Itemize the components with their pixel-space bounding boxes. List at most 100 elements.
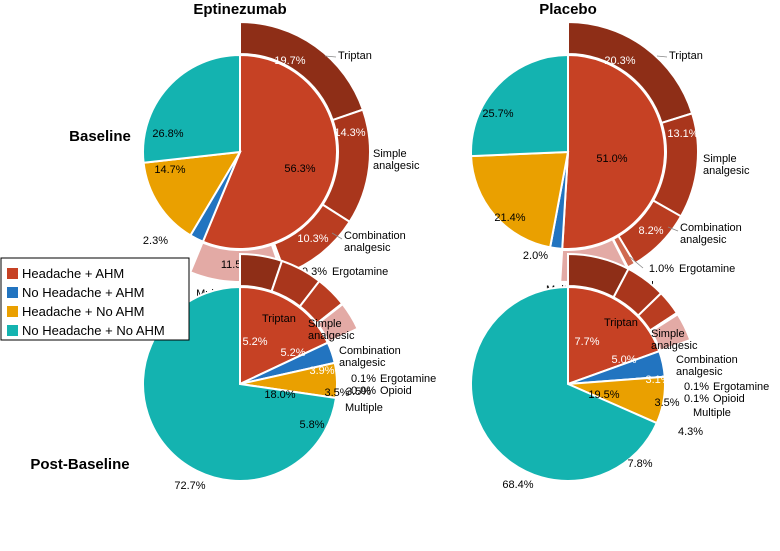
- category-label-simple-analgesic-line: Simple: [703, 153, 737, 165]
- leader-line-triptan: [656, 55, 668, 58]
- value-label-no-headache-ahm: 3.5%: [346, 386, 371, 398]
- leader-line-ergotamine: [629, 256, 644, 269]
- category-label-triptan: Triptan: [262, 313, 296, 325]
- value-label-combination-analgesic-line: 8.2%: [638, 225, 663, 237]
- column-title-eptinezumab: Eptinezumab: [193, 1, 286, 18]
- leader-line-combination-analgesic: [331, 232, 343, 240]
- value-label-opioid-line: 0.1%: [684, 393, 709, 405]
- category-label-combination-analgesic: Combination analgesic: [680, 222, 742, 246]
- category-label-triptan-line: Triptan: [262, 313, 296, 325]
- legend-swatch-headache-ahm: [7, 268, 18, 279]
- value-label-no-headache-no-ahm: 72.7%: [174, 480, 205, 492]
- pie-eptinezumab-baseline: 56.3% 2.3% 14.7% 26.8% 19.7% Triptan 14.3% Simp…: [142, 20, 420, 300]
- value-label-headache-no-ahm-line: 7.8%: [627, 458, 652, 470]
- legend-label-headache-ahm: Headache + AHM: [22, 266, 124, 281]
- slice-no-headache-no-ahm: [470, 53, 569, 158]
- value-label-headache-no-ahm-line: 21.4%: [494, 212, 525, 224]
- slice-headache-ahm: [201, 53, 338, 250]
- category-label-simple-analgesic: Simple analgesic: [703, 153, 750, 177]
- category-label-combination-analgesic-line: analgesic: [676, 366, 723, 378]
- value-label-no-headache-ahm-line: 2.0%: [523, 250, 548, 262]
- value-label-ergotamine: 1.0%: [649, 263, 674, 275]
- value-label-ergotamine: 0.1%: [351, 373, 376, 385]
- value-label-no-headache-ahm: 2.0%: [523, 250, 548, 262]
- value-label-no-headache-no-ahm: 68.4%: [502, 479, 533, 491]
- value-label-simple-analgesic-line: 14.3%: [334, 127, 365, 139]
- category-label-opioid-line: Opioid: [380, 385, 412, 397]
- value-label-headache-ahm: 51.0%: [596, 153, 627, 165]
- value-label-triptan: 20.3%: [604, 55, 635, 67]
- category-label-combination-analgesic: Combination analgesic: [344, 230, 406, 254]
- category-label-combination-analgesic-line: Combination: [676, 354, 738, 366]
- value-label-no-headache-ahm-line: 3.5%: [346, 386, 371, 398]
- slice-headache-no-ahm: [142, 150, 242, 237]
- category-label-ergotamine: Ergotamine: [713, 381, 769, 393]
- category-label-ergotamine-line: Ergotamine: [332, 266, 388, 278]
- value-label-combination-analgesic-line: 10.3%: [297, 233, 328, 245]
- category-label-simple-analgesic: Simple analgesic: [373, 148, 420, 172]
- value-label-opioid: 0.1%: [684, 393, 709, 405]
- legend-swatch-no-headache-ahm: [7, 287, 18, 298]
- value-label-ergotamine: 0.1%: [684, 381, 709, 393]
- value-label-simple-analgesic: 14.3%: [334, 127, 365, 139]
- legend-label-headache-no-ahm: Headache + No AHM: [22, 304, 144, 319]
- value-label-opioid: 0.0%: [351, 385, 376, 397]
- value-label-headache-no-ahm: 21.4%: [494, 212, 525, 224]
- category-label-opioid: Opioid: [380, 385, 412, 397]
- value-label-no-headache-no-ahm-line: 72.7%: [174, 480, 205, 492]
- value-label-combination-analgesic: 10.3%: [297, 233, 328, 245]
- value-label-multiple-line: 3.5%: [324, 387, 349, 399]
- value-label-combination-analgesic: 3.1%: [645, 374, 670, 386]
- value-label-ergotamine-line: 0.1%: [684, 381, 709, 393]
- slice-headache-ahm: [567, 285, 661, 386]
- value-label-simple-analgesic-line: 5.0%: [611, 354, 636, 366]
- category-label-simple-analgesic-line: analgesic: [703, 165, 750, 177]
- category-label-multiple-line: Multiple: [345, 402, 383, 414]
- category-label-multiple: Multiple: [693, 407, 731, 419]
- value-label-triptan-line: 5.2%: [242, 336, 267, 348]
- category-label-combination-analgesic-line: analgesic: [344, 242, 391, 254]
- value-label-ergotamine-line: 0.1%: [351, 373, 376, 385]
- pie-placebo-baseline: 51.0% 2.0% 21.4% 25.7% 20.3% Triptan 13.1% Simp…: [470, 20, 750, 296]
- category-label-opioid-line: Opioid: [713, 393, 745, 405]
- value-label-headache-ahm: 19.5%: [588, 389, 619, 401]
- value-label-triptan-line: 19.7%: [274, 55, 305, 67]
- value-label-simple-analgesic: 13.1%: [667, 128, 698, 140]
- legend-box: [0, 257, 190, 341]
- value-label-triptan-line: 7.7%: [574, 336, 599, 348]
- legend: Headache + AHM No Headache + AHM Headach…: [0, 257, 190, 341]
- row-title-baseline: Baseline: [69, 128, 131, 145]
- category-label-simple-analgesic: Simple analgesic: [308, 318, 355, 342]
- category-label-simple-analgesic-line: analgesic: [308, 330, 355, 342]
- value-label-simple-analgesic: 5.0%: [611, 354, 636, 366]
- value-label-no-headache-no-ahm: 26.8%: [152, 128, 183, 140]
- category-label-ergotamine-line: Ergotamine: [380, 373, 436, 385]
- value-label-multiple-line: 3.5%: [654, 397, 679, 409]
- slice-headache-ahm: [239, 285, 330, 386]
- value-label-no-headache-no-ahm: 25.7%: [482, 108, 513, 120]
- value-label-headache-ahm-line: 56.3%: [284, 163, 315, 175]
- category-label-combination-analgesic-line: analgesic: [680, 234, 727, 246]
- category-label-combination-analgesic-line: Combination: [339, 345, 401, 357]
- value-label-no-headache-no-ahm-line: 25.7%: [482, 108, 513, 120]
- category-label-simple-analgesic-line: analgesic: [651, 340, 698, 352]
- value-label-headache-no-ahm-line: 5.8%: [299, 419, 324, 431]
- ring-slice-multiple: [315, 302, 359, 344]
- slice-no-headache-no-ahm: [470, 285, 659, 482]
- value-label-no-headache-ahm: 2.3%: [143, 235, 168, 247]
- category-label-ergotamine-line: Ergotamine: [713, 381, 769, 393]
- category-label-simple-analgesic-line: analgesic: [373, 160, 420, 172]
- legend-swatch-headache-no-ahm: [7, 306, 18, 317]
- legend-swatch-no-headache-no-ahm: [7, 325, 18, 336]
- row-title-post-baseline: Post-Baseline: [30, 456, 129, 473]
- column-title-placebo: Placebo: [539, 1, 597, 18]
- value-label-opioid-line: 0.0%: [351, 385, 376, 397]
- leader-line-combination-analgesic: [667, 226, 679, 232]
- value-label-ergotamine-line: 1.0%: [649, 263, 674, 275]
- category-label-triptan-line: Triptan: [604, 317, 638, 329]
- value-label-combination-analgesic-line: 3.1%: [645, 374, 670, 386]
- category-label-triptan: Triptan: [669, 50, 703, 62]
- category-label-triptan-line: Triptan: [338, 50, 372, 62]
- slice-no-headache-no-ahm: [142, 53, 241, 164]
